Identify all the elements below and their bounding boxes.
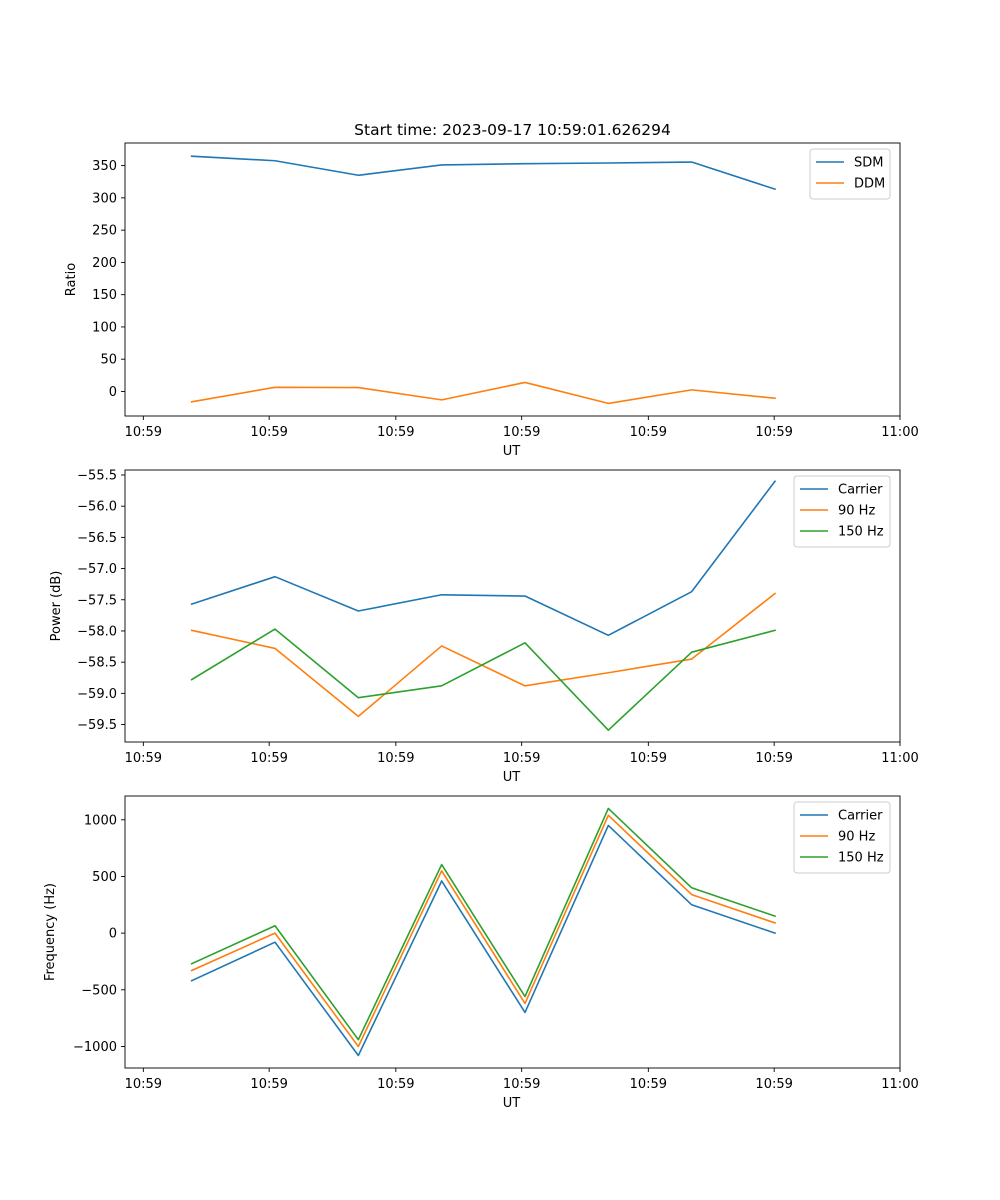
- series-line-carrier: [190, 480, 777, 637]
- series-line-90-hz: [190, 814, 777, 1048]
- legend-label: 90 Hz: [838, 504, 875, 519]
- x-tick-label: 10:59: [755, 751, 792, 766]
- x-tick-label: 10:59: [630, 751, 667, 766]
- x-tick-label: 10:59: [377, 751, 414, 766]
- x-axis-label: UT: [503, 1096, 521, 1111]
- series-line-90-hz: [190, 592, 777, 718]
- y-tick-label: 0: [109, 927, 117, 942]
- y-tick-label: 0: [109, 385, 117, 400]
- legend-label: Carrier: [838, 483, 883, 498]
- x-tick-label: 10:59: [125, 425, 162, 440]
- legend: Carrier 90 Hz 150 Hz: [793, 475, 891, 548]
- x-tick-label: 10:59: [630, 425, 667, 440]
- y-tick-label: −59.0: [77, 687, 117, 702]
- legend-label: DDM: [854, 177, 885, 192]
- y-axis-label: Power (dB): [49, 571, 64, 642]
- x-tick-label: 11:00: [881, 751, 918, 766]
- legend-label: SDM: [854, 156, 883, 171]
- chart-panel-3: −1000 −500 0 500 1000 10:59 10:59 10:59 10:59 10:…: [43, 795, 919, 1111]
- x-tick-label: 10:59: [503, 1077, 540, 1092]
- x-axis-label: UT: [503, 444, 521, 459]
- x-tick-label: 10:59: [125, 751, 162, 766]
- x-tick-label: 10:59: [503, 751, 540, 766]
- x-axis-label: UT: [503, 770, 521, 785]
- y-tick-label: 300: [92, 191, 117, 206]
- series-line-ddm: [190, 381, 776, 405]
- y-tick-label: −56.5: [77, 531, 117, 546]
- series-group: [190, 480, 777, 731]
- y-tick-label: 50: [100, 353, 117, 368]
- y-tick-label: 500: [92, 870, 117, 885]
- chart-panel-1: Start time: 2023-09-17 10:59:01.626294 0 5…: [64, 121, 919, 459]
- y-tick-label: −500: [81, 983, 117, 998]
- legend-label: Carrier: [838, 809, 883, 824]
- x-tick-label: 10:59: [250, 751, 287, 766]
- x-tick-label: 10:59: [630, 1077, 667, 1092]
- y-tick-label: −57.5: [77, 593, 117, 608]
- y-tick-label: −58.0: [77, 624, 117, 639]
- series-group: [190, 807, 777, 1057]
- chart-title: Start time: 2023-09-17 10:59:01.626294: [354, 121, 671, 139]
- legend-label: 150 Hz: [838, 851, 884, 866]
- x-tick-label: 10:59: [250, 1077, 287, 1092]
- plot-frame: [124, 795, 901, 1069]
- series-group: [190, 155, 777, 405]
- y-tick-label: −1000: [73, 1040, 117, 1055]
- y-tick-label: −55.5: [77, 468, 117, 483]
- y-tick-label: 200: [92, 256, 117, 271]
- plot-frame: [124, 142, 901, 417]
- x-tick-label: 11:00: [881, 1077, 918, 1092]
- y-axis-label: Ratio: [64, 263, 79, 296]
- plot-frame: [124, 469, 901, 743]
- legend-label: 150 Hz: [838, 525, 884, 540]
- x-tick-label: 10:59: [377, 425, 414, 440]
- series-line-sdm: [190, 155, 777, 191]
- legend-box: [793, 475, 891, 548]
- y-axis-label: Frequency (Hz): [43, 883, 58, 981]
- series-line-150-hz: [190, 628, 776, 731]
- y-tick-label: 100: [92, 320, 117, 335]
- x-tick-label: 10:59: [503, 425, 540, 440]
- y-tick-label: 1000: [84, 813, 117, 828]
- y-tick-label: −56.0: [77, 500, 117, 515]
- legend: SDM DDM: [809, 148, 891, 200]
- legend-box: [793, 801, 891, 874]
- y-tick-label: 150: [92, 288, 117, 303]
- series-line-carrier: [190, 824, 777, 1057]
- x-tick-label: 10:59: [250, 425, 287, 440]
- x-tick-label: 10:59: [125, 1077, 162, 1092]
- y-tick-label: −59.5: [77, 718, 117, 733]
- y-tick-label: 350: [92, 159, 117, 174]
- legend: Carrier 90 Hz 150 Hz: [793, 801, 891, 874]
- x-tick-label: 11:00: [881, 425, 918, 440]
- y-tick-label: −58.5: [77, 656, 117, 671]
- x-tick-label: 10:59: [377, 1077, 414, 1092]
- y-tick-label: 250: [92, 224, 117, 239]
- x-tick-label: 10:59: [755, 425, 792, 440]
- series-line-150-hz: [190, 807, 777, 1041]
- legend-label: 90 Hz: [838, 830, 875, 845]
- y-tick-label: −57.0: [77, 562, 117, 577]
- x-tick-label: 10:59: [755, 1077, 792, 1092]
- chart-panel-2: −59.5 −59.0 −58.5 −58.0 −57.5 −57.0 −56.5 −56.0…: [49, 468, 919, 785]
